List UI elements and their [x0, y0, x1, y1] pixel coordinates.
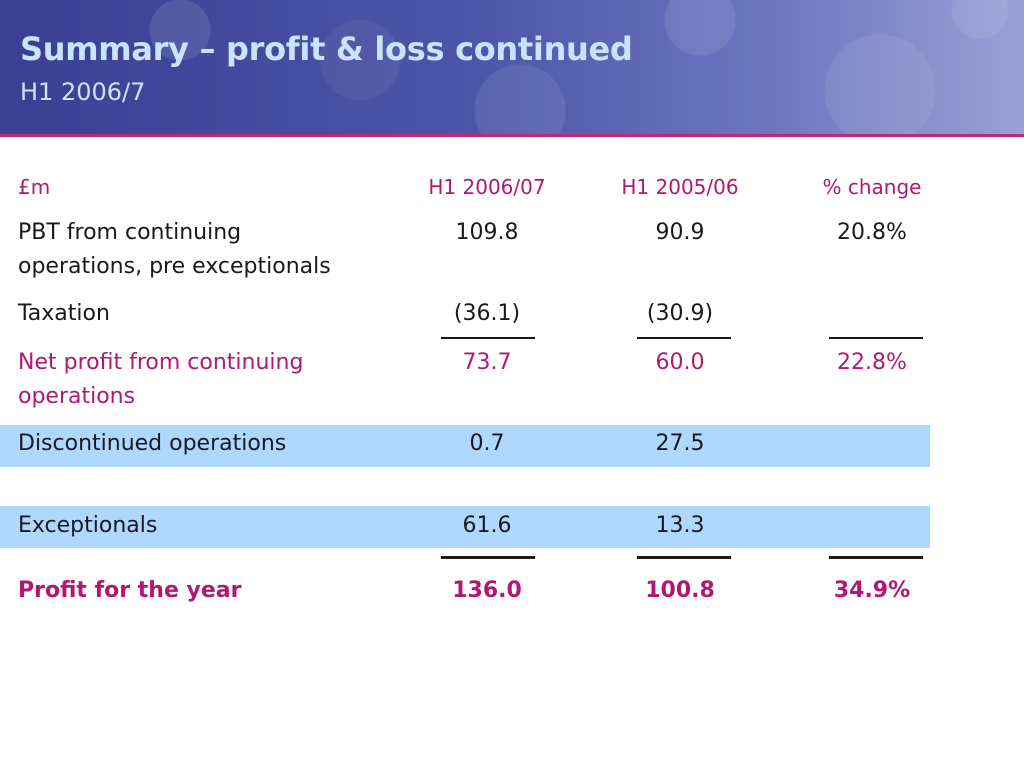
- row-label-profit-for-year: Profit for the year: [18, 578, 242, 603]
- cell-profit-h1-2006-07: 136.0: [452, 578, 522, 603]
- header-divider: [0, 134, 1024, 137]
- row-label-net-profit: Net profit from continuing: [18, 350, 304, 375]
- cell-net-profit-change: 22.8%: [837, 350, 907, 375]
- column-header-h1-2005-06: H1 2005/06: [621, 175, 739, 199]
- subtotal-rule: [441, 337, 535, 339]
- column-header-change: % change: [822, 175, 922, 199]
- total-rule: [829, 556, 923, 559]
- row-label-net-profit-line2: operations: [18, 384, 136, 409]
- cell-profit-change: 34.9%: [833, 578, 911, 603]
- cell-net-profit-h1-2006-07: 73.7: [462, 350, 512, 375]
- cell-pbt-change: 20.8%: [837, 220, 907, 245]
- cell-net-profit-h1-2005-06: 60.0: [655, 350, 705, 375]
- cell-exceptionals-h1-2006-07: 61.6: [462, 513, 512, 538]
- slide-title: Summary – profit & loss continued: [20, 30, 633, 68]
- row-highlight-discontinued: [0, 425, 930, 467]
- slide-subtitle: H1 2006/7: [20, 78, 146, 106]
- cell-taxation-h1-2006-07: (36.1): [453, 301, 521, 326]
- cell-profit-h1-2005-06: 100.8: [645, 578, 715, 603]
- row-label-pbt-line2: operations, pre exceptionals: [18, 254, 331, 279]
- slide-header-banner: [0, 0, 1024, 135]
- cell-pbt-h1-2006-07: 109.8: [455, 220, 519, 245]
- row-label-exceptionals: Exceptionals: [18, 513, 158, 538]
- column-header-unit: £m: [18, 175, 51, 199]
- subtotal-rule: [829, 337, 923, 339]
- row-label-taxation: Taxation: [18, 301, 110, 326]
- cell-pbt-h1-2005-06: 90.9: [655, 220, 705, 245]
- cell-discontinued-h1-2006-07: 0.7: [469, 431, 505, 456]
- row-highlight-exceptionals: [0, 506, 930, 548]
- cell-exceptionals-h1-2005-06: 13.3: [655, 513, 705, 538]
- cell-taxation-h1-2005-06: (30.9): [646, 301, 714, 326]
- total-rule: [637, 556, 731, 559]
- row-label-discontinued: Discontinued operations: [18, 431, 287, 456]
- subtotal-rule: [637, 337, 731, 339]
- cell-discontinued-h1-2005-06: 27.5: [655, 431, 705, 456]
- total-rule: [441, 556, 535, 559]
- column-header-h1-2006-07: H1 2006/07: [428, 175, 546, 199]
- row-label-pbt: PBT from continuing: [18, 220, 242, 245]
